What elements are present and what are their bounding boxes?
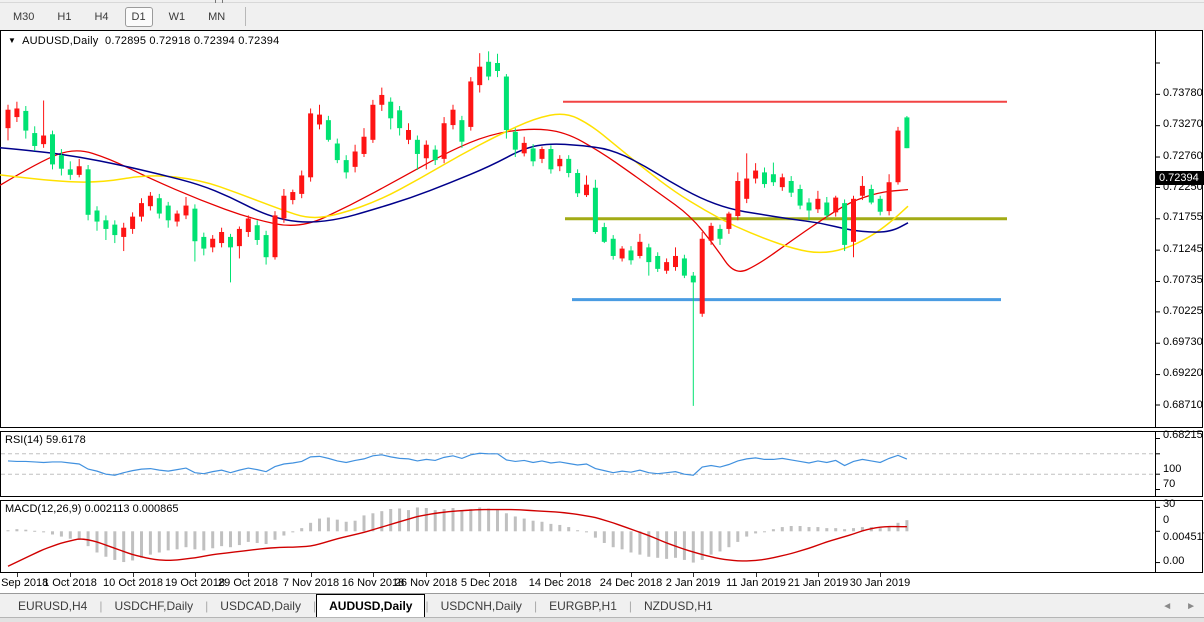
macd-axis-label: 0.004517	[1163, 531, 1204, 544]
date-tick	[17, 573, 18, 577]
date-axis-label: 14 Dec 2018	[528, 577, 592, 589]
chart-ohlc-values: 0.72895 0.72918 0.72394 0.72394	[105, 35, 280, 47]
date-tick	[560, 573, 561, 577]
date-axis-label: 7 Nov 2018	[282, 577, 340, 589]
status-strip	[0, 617, 1204, 622]
rsi-line	[7, 452, 908, 476]
price-axis-label: 0.69220	[1163, 367, 1203, 380]
price-axis-label: 0.72760	[1163, 149, 1203, 162]
date-tick	[70, 573, 71, 577]
price-axis-label: 0.70225	[1163, 305, 1203, 318]
date-tick	[133, 573, 134, 577]
toolbar-grip	[215, 0, 223, 3]
chart-tab-nzdusd-h1[interactable]: NZDUSD,H1	[644, 598, 713, 613]
ma_red-line	[0, 128, 909, 272]
tab-scroll-right-icon[interactable]: ►	[1186, 600, 1196, 612]
date-axis-label: 16 Nov 2018	[341, 577, 405, 589]
date-tick	[426, 573, 427, 577]
timeframe-button-w1[interactable]: W1	[168, 10, 186, 23]
date-tick	[489, 573, 490, 577]
macd-axis-label: 0.00	[1163, 555, 1185, 568]
date-axis-label: 10 Oct 2018	[103, 577, 163, 589]
date-tick	[880, 573, 881, 577]
date-tick	[248, 573, 249, 577]
date-axis-label: 2 Jan 2019	[665, 577, 721, 589]
price-axis-label: 0.68710	[1163, 398, 1203, 411]
chart-tab-eurusd-h4[interactable]: EURUSD,H4	[18, 598, 88, 613]
ma_navy-line	[0, 143, 909, 233]
tab-separator: |	[99, 598, 103, 613]
chart-dropdown-icon[interactable]: ▼	[8, 36, 17, 45]
chart-tab-usdcnh-daily[interactable]: USDCNH,Daily	[440, 598, 522, 613]
date-axis-label: 26 Nov 2018	[394, 577, 458, 589]
chart-title: ▼ AUDUSD,Daily 0.72895 0.72918 0.72394 0.…	[8, 35, 279, 47]
rsi-axis-label: 100	[1163, 462, 1182, 475]
date-axis-label: 19 Oct 2018	[165, 577, 225, 589]
date-tick	[311, 573, 312, 577]
price-axis-label: 0.73270	[1163, 118, 1203, 131]
timeframe-button-mn[interactable]: MN	[208, 10, 226, 23]
chart-tab-usdcad-daily[interactable]: USDCAD,Daily	[220, 598, 301, 613]
timeframe-button-h1[interactable]: H1	[57, 10, 72, 23]
date-tick	[373, 573, 374, 577]
macd-label: MACD(12,26,9) 0.002113 0.000865	[5, 503, 179, 515]
chart-tab-bar: EURUSD,H4 | USDCHF,Daily | USDCAD,Daily | AUDU…	[0, 593, 1204, 617]
rsi-axis-label: 70	[1163, 477, 1176, 490]
macd-signal-line	[7, 508, 907, 567]
toolbar-separator	[245, 7, 247, 26]
price-axis-label: 0.73780	[1163, 87, 1203, 99]
date-tick	[693, 573, 694, 577]
date-tick	[631, 573, 632, 577]
timeframe-toolbar: M30 H1 H4 D1 W1 MN	[0, 4, 1204, 29]
tab-separator: |	[533, 598, 538, 613]
tab-separator: |	[205, 598, 209, 613]
chart-symbol-label: AUDUSD,Daily	[22, 35, 99, 47]
rsi-panel-canvas[interactable]	[0, 431, 1204, 497]
chart-tab-audusd-daily[interactable]: AUDUSD,Daily	[316, 594, 426, 617]
chart-tab-usdchf-daily[interactable]: USDCHF,Daily	[114, 598, 194, 613]
date-axis-label: 21 Sep 2018	[0, 577, 49, 589]
date-tick	[756, 573, 757, 577]
date-axis-label: 30 Jan 2019	[849, 577, 911, 589]
date-axis-label: 21 Jan 2019	[787, 577, 849, 589]
candles-group	[5, 51, 910, 406]
price-axis-label: 0.69730	[1163, 335, 1203, 348]
price-axis-label: 0.68215	[1163, 429, 1203, 441]
timeframe-button-m30[interactable]: M30	[13, 10, 35, 23]
ma_yellow-line	[0, 113, 909, 254]
date-axis-label: 5 Dec 2018	[460, 577, 518, 589]
macd-histogram	[6, 507, 909, 563]
tab-separator: |	[312, 598, 317, 613]
date-axis-label: 11 Jan 2019	[726, 577, 786, 589]
current-price-marker: 0.72394	[1156, 171, 1204, 186]
chart-tab-eurgbp-h1[interactable]: EURGBP,H1	[549, 598, 617, 613]
date-tick	[818, 573, 819, 577]
rsi-label: RSI(14) 59.6178	[5, 434, 86, 446]
chart-tabs: EURUSD,H4 | USDCHF,Daily | USDCAD,Daily | AUDU…	[0, 594, 725, 617]
macd-panel-canvas[interactable]	[0, 500, 1204, 573]
price-axis-label: 0.71755	[1163, 211, 1203, 224]
rsi-axis-label: 0	[1163, 513, 1170, 526]
price-axis-label: 0.71245	[1163, 242, 1203, 255]
date-axis-label: 29 Oct 2018	[218, 577, 278, 589]
price-axis-label: 0.70735	[1163, 274, 1203, 287]
top-toolbar-edge	[0, 0, 1204, 3]
date-axis-label: 24 Dec 2018	[599, 577, 663, 589]
tab-separator: |	[425, 598, 429, 613]
rsi-axis-label: 30	[1163, 498, 1176, 511]
tab-separator: |	[628, 598, 632, 613]
timeframe-button-d1[interactable]: D1	[124, 6, 153, 27]
chart-window[interactable]: ▼ AUDUSD,Daily 0.72895 0.72918 0.72394 0.…	[0, 30, 1204, 599]
tab-scroll-left-icon[interactable]: ◄	[1162, 600, 1173, 612]
timeframe-button-h4[interactable]: H4	[94, 10, 109, 23]
date-tick	[195, 573, 196, 577]
main-chart-canvas[interactable]	[0, 30, 1204, 428]
date-axis-label: 1 Oct 2018	[43, 577, 97, 589]
